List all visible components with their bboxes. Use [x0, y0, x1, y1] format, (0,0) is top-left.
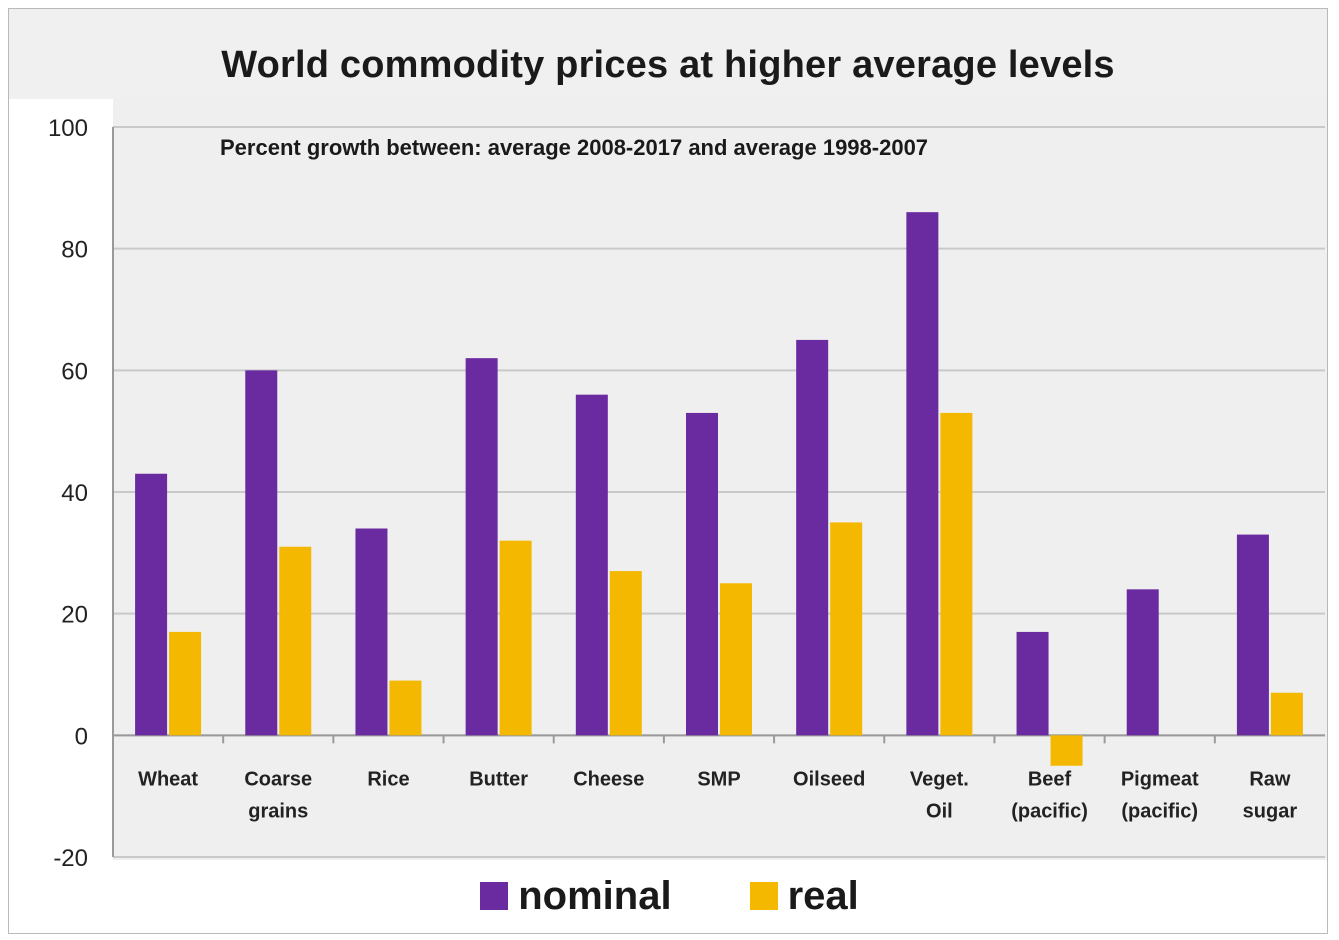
legend-item-nominal: nominal [480, 873, 672, 919]
x-tick-label: Rice [367, 768, 409, 790]
bar-nominal-cheese [575, 394, 608, 736]
legend-swatch-real [749, 882, 778, 910]
legend-label-nominal: nominal [518, 873, 672, 918]
x-tick-label: Pigmeat (pacific) [1121, 768, 1199, 822]
bar-nominal-oilseed [796, 339, 829, 736]
bar-nominal-raw-sugar [1236, 534, 1269, 736]
x-tick-label: Cheese [573, 768, 644, 790]
bar-nominal-beef-pacific- [1016, 631, 1049, 736]
bar-real-wheat [169, 631, 202, 736]
y-tick-label: 40 [61, 480, 88, 507]
legend: nominal real [0, 866, 1339, 926]
bar-real-oilseed [830, 522, 863, 736]
x-tick-label: Beef (pacific) [1011, 768, 1088, 822]
bar-real-rice [389, 680, 422, 736]
bar-real-coarse-grains [279, 546, 312, 736]
title-band [9, 9, 1327, 99]
y-tick-label: 80 [61, 237, 88, 264]
x-tick-label: SMP [697, 768, 740, 790]
x-tick-label: Wheat [138, 768, 198, 790]
x-tick-label: Butter [469, 768, 528, 790]
bar-real-smp [720, 583, 752, 736]
bar-real-beef-pacific- [1050, 735, 1083, 766]
bar-nominal-coarse-grains [245, 370, 278, 736]
y-tick-label: 0 [75, 723, 88, 750]
bar-real-raw-sugar [1270, 692, 1303, 736]
x-tick-label: Veget. Oil [910, 768, 969, 822]
legend-swatch-nominal [480, 882, 509, 910]
bar-real-butter [499, 540, 532, 736]
y-tick-label: 60 [61, 358, 88, 385]
bar-nominal-veget-oil [906, 212, 939, 736]
x-tick-label: Oilseed [793, 768, 865, 790]
y-tick-label: 100 [48, 115, 88, 142]
bar-nominal-butter [465, 358, 498, 736]
bar-nominal-smp [686, 412, 718, 736]
bar-nominal-wheat [135, 473, 168, 736]
x-tick-label: Coarse grains [244, 768, 312, 822]
y-tick-label: 20 [61, 602, 88, 629]
bar-real-cheese [609, 571, 642, 736]
chart-title: World commodity prices at higher average… [221, 44, 1115, 86]
x-tick-label: Raw sugar [1243, 768, 1298, 822]
bar-nominal-pigmeat-pacific- [1126, 589, 1159, 736]
chart-subtitle: Percent growth between: average 2008-201… [220, 135, 929, 160]
y-tick-label: -20 [53, 845, 88, 872]
legend-label-real: real [787, 873, 859, 918]
legend-item-real: real [749, 873, 859, 919]
bar-nominal-rice [355, 528, 388, 736]
bar-real-veget-oil [940, 412, 973, 736]
